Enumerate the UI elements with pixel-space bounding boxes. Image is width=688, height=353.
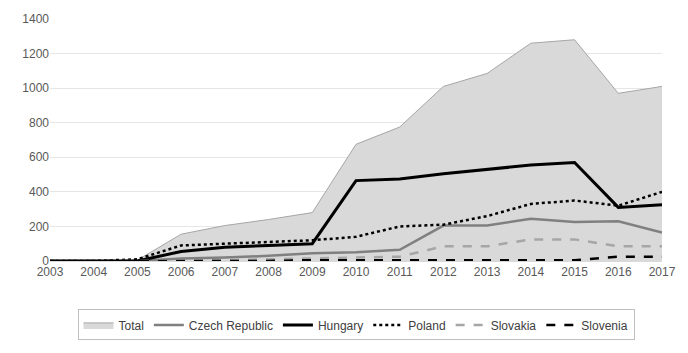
svg-text:2012: 2012	[430, 265, 457, 279]
svg-text:600: 600	[29, 150, 49, 164]
svg-text:2017: 2017	[649, 265, 676, 279]
svg-text:Hungary: Hungary	[318, 319, 363, 333]
svg-text:2003: 2003	[37, 265, 64, 279]
svg-text:Slovenia: Slovenia	[581, 319, 627, 333]
svg-text:2004: 2004	[80, 265, 107, 279]
svg-text:1400: 1400	[22, 12, 49, 26]
svg-text:Slovakia: Slovakia	[491, 319, 537, 333]
svg-text:2008: 2008	[255, 265, 282, 279]
svg-text:200: 200	[29, 220, 49, 234]
svg-text:2010: 2010	[343, 265, 370, 279]
svg-text:Czech Republic: Czech Republic	[189, 319, 273, 333]
svg-text:2011: 2011	[387, 265, 413, 279]
svg-text:2013: 2013	[474, 265, 501, 279]
svg-text:2015: 2015	[561, 265, 588, 279]
svg-text:2005: 2005	[124, 265, 151, 279]
svg-text:Total: Total	[119, 319, 144, 333]
svg-text:1200: 1200	[22, 47, 49, 61]
svg-text:1000: 1000	[22, 81, 49, 95]
svg-text:400: 400	[29, 185, 49, 199]
svg-text:2006: 2006	[168, 265, 195, 279]
svg-text:2016: 2016	[605, 265, 632, 279]
svg-text:0: 0	[42, 254, 49, 268]
svg-text:Poland: Poland	[408, 319, 445, 333]
svg-text:2009: 2009	[299, 265, 326, 279]
svg-text:2014: 2014	[518, 265, 545, 279]
svg-text:800: 800	[29, 116, 49, 130]
svg-text:2007: 2007	[212, 265, 239, 279]
